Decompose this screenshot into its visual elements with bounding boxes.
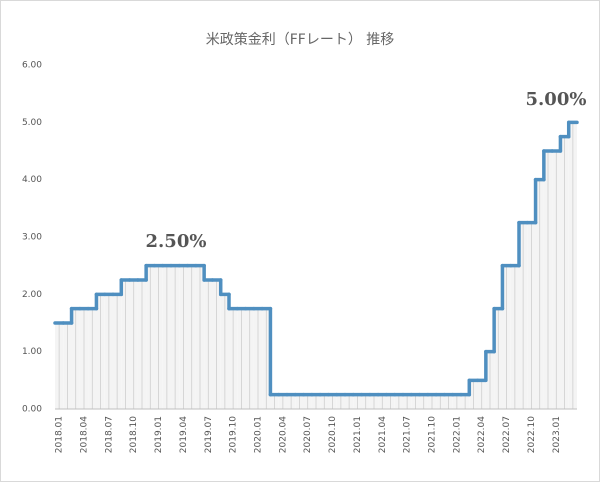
x-tick-label: 2022.01 [452, 416, 462, 453]
x-tick-label: 2022.04 [477, 416, 487, 453]
annotation: 5.00% [526, 89, 587, 110]
x-tick-label: 2020.07 [303, 416, 313, 453]
x-tick-label: 2023.01 [552, 416, 562, 453]
y-tick-label: 4.00 [22, 175, 42, 185]
x-tick-label: 2018.04 [80, 416, 90, 453]
x-tick-label: 2020.04 [278, 416, 288, 453]
x-tick-label: 2019.01 [154, 416, 164, 453]
x-tick-label: 2022.10 [527, 416, 537, 453]
y-tick-label: 3.00 [22, 233, 42, 243]
x-tick-label: 2019.04 [179, 416, 189, 453]
x-tick-label: 2018.10 [129, 416, 139, 453]
x-tick-label: 2021.07 [403, 416, 413, 453]
y-tick-label: 5.00 [22, 118, 42, 128]
x-tick-label: 2020.01 [254, 416, 264, 453]
x-tick-label: 2022.07 [502, 416, 512, 453]
y-tick-label: 2.00 [22, 290, 42, 300]
annotation: 2.50% [146, 231, 207, 252]
y-tick-label: 6.00 [22, 61, 42, 71]
x-tick-label: 2019.07 [204, 416, 214, 453]
x-tick-label: 2021.04 [378, 416, 388, 453]
x-tick-label: 2018.07 [104, 416, 114, 453]
x-tick-label: 2021.01 [353, 416, 363, 453]
y-tick-label: 1.00 [22, 347, 42, 357]
x-tick-label: 2018.01 [55, 416, 65, 453]
x-tick-label: 2020.10 [328, 416, 338, 453]
chart-title: 米政策金利（FFレート） 推移 [206, 31, 395, 48]
x-tick-label: 2021.10 [428, 416, 438, 453]
x-tick-label: 2019.10 [229, 416, 239, 453]
y-tick-label: 0.00 [22, 405, 42, 415]
